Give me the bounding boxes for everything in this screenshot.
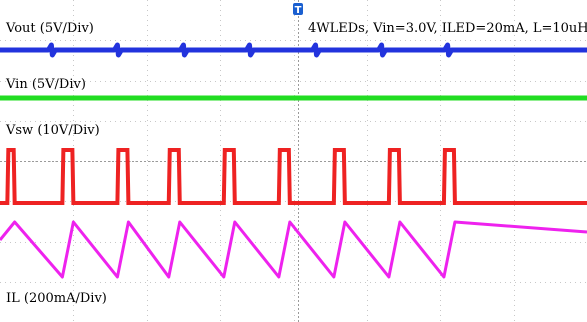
trigger-marker: T xyxy=(293,3,303,16)
test-condition-annotation: 4WLEDs, Vin=3.0V, ILED=20mA, L=10uH xyxy=(308,21,587,36)
trace-il xyxy=(0,220,587,279)
label-vin: Vin (5V/Div) xyxy=(5,77,86,92)
trace-vout xyxy=(0,42,587,58)
trace-vsw xyxy=(0,148,587,205)
channel-labels: Vout (5V/Div) Vin (5V/Div) Vsw (10V/Div)… xyxy=(5,21,587,306)
trigger-label: T xyxy=(295,5,302,16)
label-il: IL (200mA/Div) xyxy=(6,291,107,306)
label-vsw: Vsw (10V/Div) xyxy=(5,123,100,138)
label-vout: Vout (5V/Div) xyxy=(5,21,94,36)
traces xyxy=(0,42,587,279)
